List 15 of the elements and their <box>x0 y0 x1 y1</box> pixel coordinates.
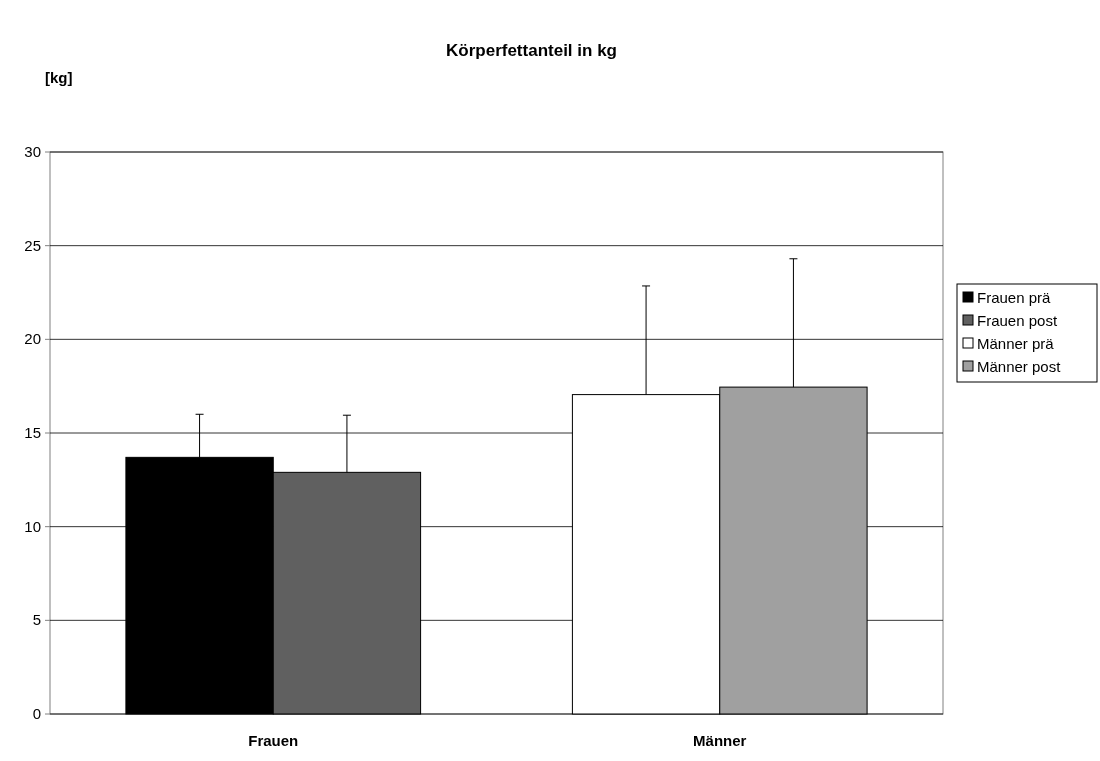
legend-label: Frauen post <box>977 312 1058 329</box>
y-tick-label: 5 <box>32 611 41 629</box>
y-tick-label: 30 <box>24 143 41 160</box>
y-tick-label: 25 <box>24 236 41 254</box>
chart-title: Körperfettanteil in kg <box>446 41 617 60</box>
y-tick-label: 0 <box>32 705 41 722</box>
legend-label: Männer prä <box>977 335 1055 352</box>
y-tick-label: 15 <box>24 424 41 441</box>
legend-label: Frauen prä <box>977 289 1052 306</box>
y-axis-title: [kg] <box>45 69 73 86</box>
y-tick-label: 20 <box>24 330 41 348</box>
x-tick-label: Männer <box>693 732 747 749</box>
x-tick-label: Frauen <box>248 732 299 749</box>
legend-label: Männer post <box>977 358 1062 375</box>
y-tick-label: 10 <box>24 517 41 535</box>
